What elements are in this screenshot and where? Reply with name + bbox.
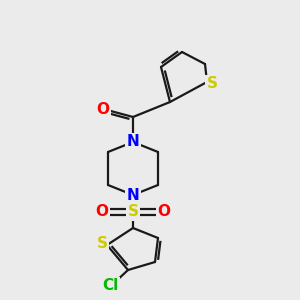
Text: S: S [206, 76, 218, 92]
Text: S: S [97, 236, 107, 250]
Text: Cl: Cl [102, 278, 118, 293]
Text: N: N [127, 134, 140, 149]
Text: O: O [97, 101, 110, 116]
Text: O: O [158, 205, 170, 220]
Text: O: O [95, 205, 109, 220]
Text: S: S [128, 205, 139, 220]
Text: N: N [127, 188, 140, 202]
